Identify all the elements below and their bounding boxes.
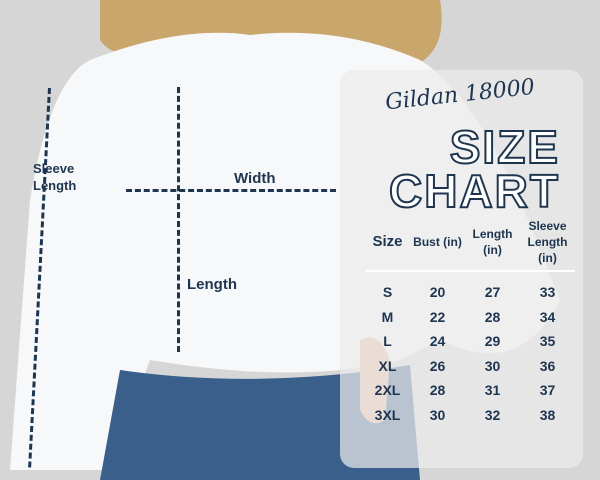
table-row: XL 26 30 36 — [365, 354, 575, 379]
table-row: L 24 29 35 — [365, 329, 575, 354]
header-size: Size — [372, 232, 403, 250]
table-cell: L — [383, 333, 392, 349]
table-cell: XL — [378, 357, 397, 374]
table-cell: 37 — [539, 382, 556, 398]
table-cell: S — [382, 284, 393, 300]
table-cell: 26 — [429, 357, 446, 374]
table-cell: 34 — [539, 308, 556, 325]
table-row: S 20 27 33 — [365, 280, 575, 305]
table-cell: 30 — [429, 406, 446, 423]
table-header: Size Bust (in) Length (in) Sleeve Length… — [365, 214, 575, 269]
table-cell: 31 — [484, 382, 501, 398]
header-sleeve: Sleeve Length (in) — [527, 218, 568, 265]
header-length: Length (in) — [472, 226, 513, 257]
sleeve-length-label: Sleeve Length — [33, 161, 77, 193]
table-cell: 38 — [539, 406, 556, 423]
table-cell: 3XL — [374, 406, 401, 423]
table-cell: 28 — [484, 308, 501, 325]
table-cell: 36 — [539, 357, 556, 374]
size-chart-panel — [340, 70, 583, 468]
table-cell: 28 — [429, 382, 446, 398]
header-bust: Bust (in) — [413, 234, 462, 249]
title-chart: CHART — [388, 165, 560, 217]
table-cell: 35 — [539, 333, 556, 349]
table-row: 3XL 30 32 38 — [365, 403, 575, 428]
length-label: Length — [187, 276, 237, 293]
title-size: SIZE — [449, 121, 560, 173]
table-cell: 20 — [429, 284, 446, 300]
width-line — [126, 189, 336, 192]
table-cell: 27 — [484, 284, 501, 300]
table-cell: 24 — [429, 333, 446, 349]
table-row: M 22 28 34 — [365, 305, 575, 330]
length-line — [177, 87, 180, 352]
table-cell: 32 — [484, 406, 501, 423]
width-label: Width — [234, 170, 276, 187]
table-cell: 30 — [484, 357, 501, 374]
table-cell: 2XL — [374, 382, 401, 398]
table-cell: 33 — [539, 284, 556, 300]
table-cell: 29 — [484, 333, 501, 349]
size-table: Size Bust (in) Length (in) Sleeve Length… — [365, 214, 575, 427]
table-cell: 22 — [429, 308, 446, 325]
table-row: 2XL 28 31 37 — [365, 378, 575, 403]
table-cell: M — [381, 308, 394, 325]
header-divider — [365, 270, 575, 272]
